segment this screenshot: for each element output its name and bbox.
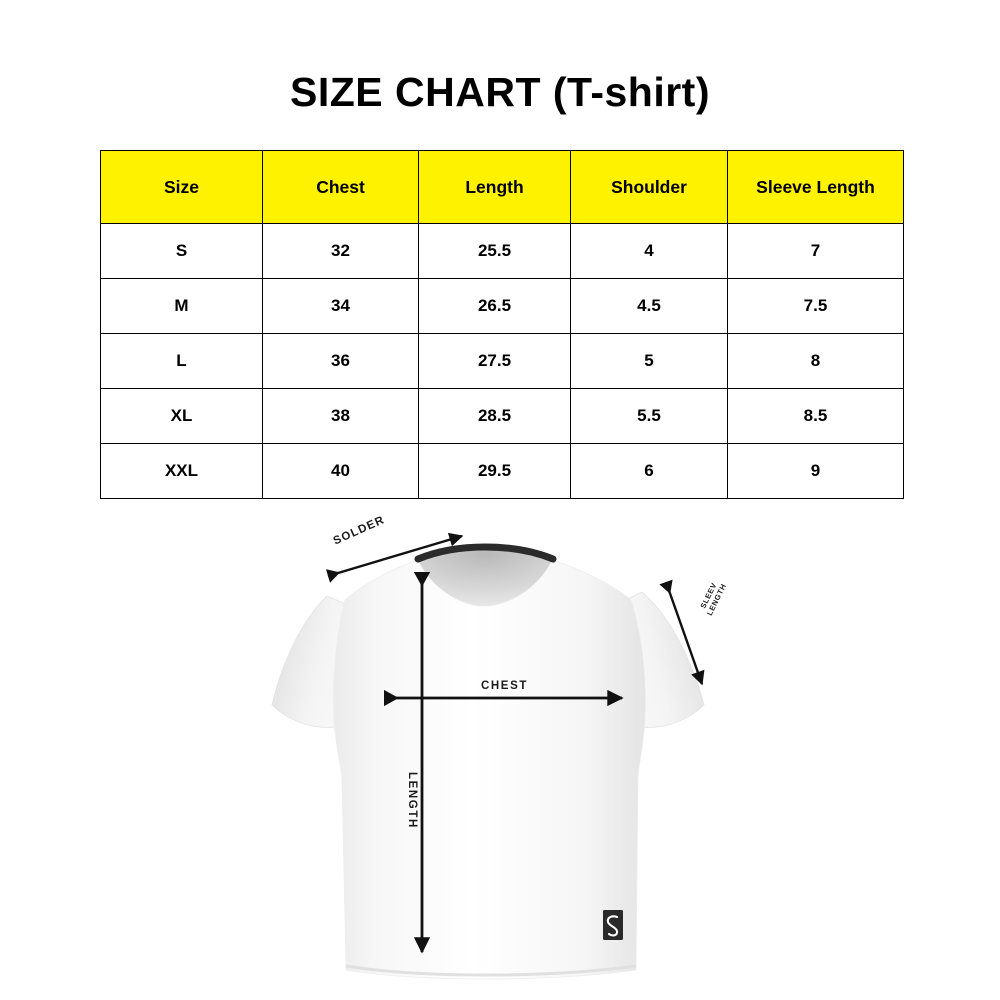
cell-sleeve-length: 7 <box>727 223 904 279</box>
shoulder-measure-arrow <box>325 532 464 583</box>
cell-size: XL <box>100 388 263 444</box>
column-header-length: Length <box>418 150 571 224</box>
cell-size: L <box>100 333 263 389</box>
page-title: SIZE CHART (T-shirt) <box>290 69 710 115</box>
cell-length: 28.5 <box>418 388 571 444</box>
cell-shoulder: 5.5 <box>570 388 728 444</box>
tshirt-measurement-diagram: SOLDER CHEST LENGTH SLEEV LENGTH <box>250 500 770 990</box>
tshirt-body-shape <box>271 543 705 980</box>
cell-chest: 36 <box>262 333 419 389</box>
table-header-row: Size Chest Length Shoulder Sleeve Length <box>100 150 904 224</box>
cell-chest: 40 <box>262 443 419 499</box>
cell-chest: 32 <box>262 223 419 279</box>
sleeve-length-measure-arrow <box>659 579 705 686</box>
column-header-chest: Chest <box>262 150 419 224</box>
brand-tag-icon <box>603 910 623 940</box>
cell-shoulder: 6 <box>570 443 728 499</box>
cell-chest: 38 <box>262 388 419 444</box>
cell-chest: 34 <box>262 278 419 334</box>
cell-sleeve-length: 8 <box>727 333 904 389</box>
tshirt-illustration <box>271 532 705 980</box>
cell-size: XXL <box>100 443 263 499</box>
cell-length: 27.5 <box>418 333 571 389</box>
cell-length: 25.5 <box>418 223 571 279</box>
table-row: XXL 40 29.5 6 9 <box>100 443 904 499</box>
column-header-sleeve-length: Sleeve Length <box>727 150 904 224</box>
table-row: XL 38 28.5 5.5 8.5 <box>100 388 904 444</box>
cell-sleeve-length: 9 <box>727 443 904 499</box>
chest-label: CHEST <box>481 680 528 692</box>
table-row: L 36 27.5 5 8 <box>100 333 904 389</box>
cell-shoulder: 5 <box>570 333 728 389</box>
length-label: LENGTH <box>406 772 418 829</box>
cell-size: M <box>100 278 263 334</box>
table-row: S 32 25.5 4 7 <box>100 223 904 279</box>
table-row: M 34 26.5 4.5 7.5 <box>100 278 904 334</box>
cell-sleeve-length: 8.5 <box>727 388 904 444</box>
column-header-shoulder: Shoulder <box>570 150 728 224</box>
cell-length: 29.5 <box>418 443 571 499</box>
cell-size: S <box>100 223 263 279</box>
cell-shoulder: 4 <box>570 223 728 279</box>
cell-length: 26.5 <box>418 278 571 334</box>
column-header-size: Size <box>100 150 263 224</box>
cell-sleeve-length: 7.5 <box>727 278 904 334</box>
size-chart-table: Size Chest Length Shoulder Sleeve Length… <box>100 150 904 499</box>
cell-shoulder: 4.5 <box>570 278 728 334</box>
